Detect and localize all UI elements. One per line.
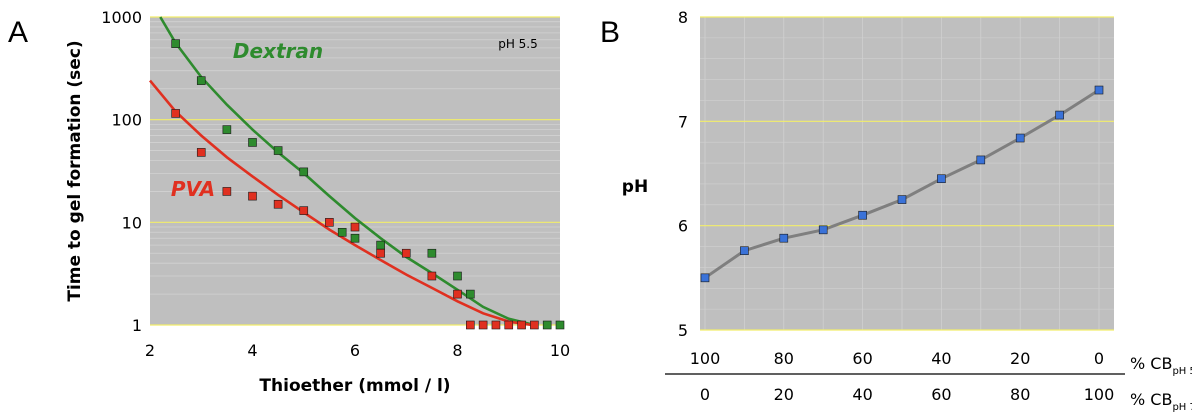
y-tick-label-a: 100 [111, 111, 142, 130]
x-tick-label-bottom-b: 20 [774, 385, 794, 404]
x-tick-label-bottom-b: 80 [1010, 385, 1030, 404]
series-label-dextran: Dextran [233, 39, 323, 63]
x-axis-title-bottom-b: % CBpH 7.2 [1130, 390, 1192, 413]
data-point-ph [976, 155, 986, 165]
data-point-dextran [453, 271, 462, 281]
data-point-pva [248, 191, 257, 201]
tick-labels-a: 2 4 6 8 10 1 10 100 1000 [101, 8, 570, 360]
data-point-dextran [466, 289, 475, 299]
data-point-dextran [248, 138, 257, 147]
y-axis-title-a: Time to gel formation (sec) [65, 40, 85, 301]
x-tick-label-bottom-b: 60 [931, 385, 951, 404]
x-axis-title-a: Thioether (mmol / l) [259, 376, 450, 396]
data-point-dextran [555, 320, 565, 330]
data-point-pva [453, 289, 462, 299]
x-axis-title-top-sub: pH 5.5 [1172, 366, 1192, 377]
data-point-ph [779, 233, 789, 243]
data-point-pva [478, 320, 488, 330]
data-point-dextran [222, 125, 232, 134]
data-point-pva [325, 218, 334, 227]
y-tick-label-a: 1000 [101, 8, 142, 27]
data-point-pva [171, 109, 180, 118]
data-point-ph [740, 246, 749, 256]
x-tick-label-a: 4 [247, 341, 257, 360]
data-point-pva [376, 248, 385, 258]
grid-b [700, 16, 1114, 331]
data-point-ph [858, 210, 867, 220]
panel-label-b: B [600, 16, 620, 49]
x-tick-label-bottom-b: 0 [700, 385, 710, 404]
data-point-pva [222, 187, 232, 196]
plot-area-b [700, 17, 1114, 330]
data-point-dextran [427, 248, 437, 258]
data-point-pva [466, 320, 475, 330]
data-point-dextran [350, 233, 360, 243]
data-point-dextran [196, 76, 206, 85]
data-point-ph [1094, 85, 1104, 95]
tick-labels-b: 5 6 7 8 100 80 60 40 20 0 0 20 40 60 80 100 [678, 8, 1114, 404]
data-points-b [700, 85, 1104, 283]
x-tick-label-a: 6 [350, 341, 360, 360]
data-point-ph [818, 225, 828, 235]
data-point-pva [273, 199, 283, 209]
data-point-ph [897, 195, 907, 204]
series-label-pva: PVA [171, 177, 215, 201]
x-tick-label-bottom-b: 100 [1084, 385, 1115, 404]
data-point-pva [427, 271, 437, 281]
x-tick-label-top-b: 100 [690, 349, 721, 368]
data-point-ph [1015, 133, 1025, 143]
y-tick-label-b: 6 [678, 217, 688, 236]
data-point-ph [1055, 110, 1064, 120]
panel-a-chart: 2 4 6 8 10 1 10 100 1000 pH 5.5 Dextran PVA Thio… [65, 8, 570, 396]
y-tick-label-b: 8 [678, 8, 688, 27]
x-axis-title-bottom-main: % CB [1130, 390, 1172, 409]
y-tick-label-a: 10 [122, 213, 142, 232]
data-point-pva [491, 320, 501, 330]
data-point-pva [504, 320, 514, 330]
panel-label-a: A [8, 16, 28, 49]
data-point-dextran [299, 167, 309, 177]
data-point-dextran [337, 227, 347, 237]
data-point-pva [517, 320, 526, 330]
x-tick-label-top-b: 60 [852, 349, 872, 368]
x-tick-label-a: 8 [452, 341, 462, 360]
annotation-ph: pH 5.5 [498, 37, 538, 51]
x-tick-label-top-b: 0 [1094, 349, 1104, 368]
x-axis-title-top-main: % CB [1130, 354, 1172, 373]
y-axis-title-b: pH [622, 177, 648, 197]
x-axis-title-top-b: % CBpH 5.5 [1130, 354, 1192, 377]
x-tick-label-a: 2 [145, 341, 155, 360]
data-point-dextran [171, 39, 180, 48]
x-tick-label-top-b: 80 [774, 349, 794, 368]
x-axis-title-bottom-sub: pH 7.2 [1172, 402, 1192, 413]
plot-area-a [150, 17, 560, 325]
data-point-dextran [542, 320, 552, 330]
x-tick-label-bottom-b: 40 [852, 385, 872, 404]
data-point-pva [401, 248, 411, 258]
data-point-pva [530, 320, 539, 330]
x-tick-label-top-b: 20 [1010, 349, 1030, 368]
y-tick-label-b: 7 [678, 112, 688, 131]
fit-curve-pva [148, 79, 532, 327]
x-tick-label-a: 10 [550, 341, 570, 360]
data-point-ph [700, 273, 710, 283]
data-point-pva [350, 222, 360, 232]
data-point-pva [196, 148, 206, 157]
data-points-a [171, 39, 565, 330]
y-tick-label-a: 1 [132, 316, 142, 335]
data-point-ph [937, 174, 946, 184]
data-point-dextran [273, 146, 283, 155]
data-point-pva [299, 206, 309, 215]
data-point-dextran [376, 240, 385, 250]
x-tick-label-top-b: 40 [931, 349, 951, 368]
y-tick-label-b: 5 [678, 321, 688, 340]
